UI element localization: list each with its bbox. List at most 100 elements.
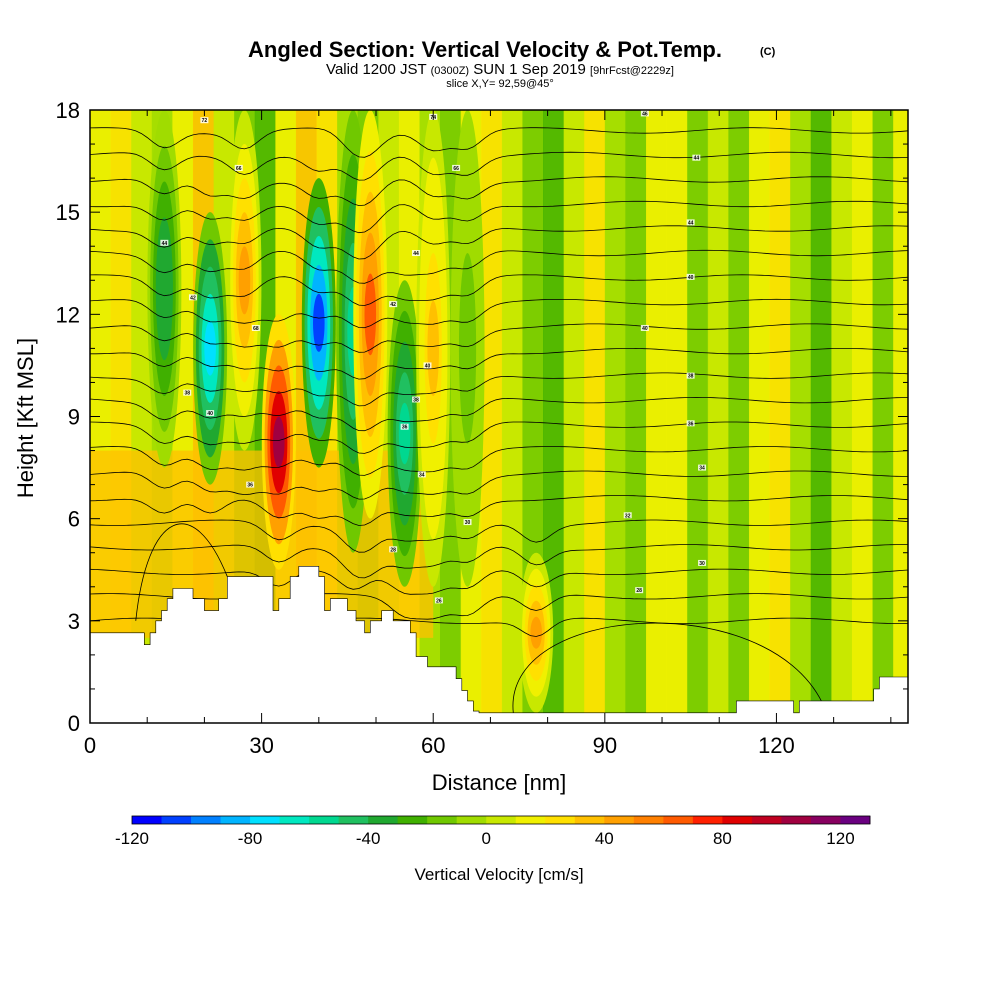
velocity-core	[398, 402, 411, 465]
isotherm-label: 38	[184, 391, 190, 397]
velocity-core	[530, 616, 542, 649]
velocity-core	[461, 300, 474, 397]
isotherm	[90, 568, 908, 595]
isotherm	[90, 200, 908, 234]
background-band	[646, 110, 668, 723]
background-band	[872, 110, 894, 723]
colorbar-tick-label: 40	[595, 829, 614, 848]
isotherm-label-bg	[412, 250, 421, 257]
background-band	[563, 110, 585, 723]
isotherm-label: 42	[390, 302, 396, 308]
colorbar-tick-label: -80	[238, 829, 263, 848]
colorbar-swatch	[545, 816, 576, 824]
isotherm	[90, 372, 908, 407]
colorbar-swatch	[279, 816, 310, 824]
isotherm-label: 28	[636, 588, 642, 594]
x-tick-label: 120	[758, 733, 795, 758]
x-tick-label: 0	[84, 733, 96, 758]
isotherm-label: 34	[699, 466, 705, 472]
isotherm-label-bg	[698, 559, 707, 566]
background-band	[707, 110, 729, 723]
isotherm-label: 66	[453, 166, 459, 172]
isotherm-label-bg	[698, 464, 707, 471]
isotherm-label-bg	[183, 389, 192, 396]
isotherm-label-bg	[463, 519, 472, 526]
y-tick-label: 6	[68, 507, 80, 532]
x-axis: 0 30 60 90 120	[84, 110, 892, 758]
isotherm-label-bg	[452, 164, 461, 171]
isotherm-label-bg	[423, 362, 432, 369]
isotherm-label: 36	[247, 483, 253, 489]
background-band	[687, 110, 709, 723]
colorbar-tick-label: 80	[713, 829, 732, 848]
isotherm-label: 38	[688, 374, 694, 380]
colorbar-swatch	[515, 816, 546, 824]
x-tick-label: 30	[249, 733, 273, 758]
colorbar-swatch	[397, 816, 428, 824]
colorbar-swatch	[427, 816, 458, 824]
isotherm-labels: 7266444268384036746644424038363430282646…	[160, 110, 707, 604]
colorbar-swatch	[810, 816, 841, 824]
isotherm	[90, 396, 908, 432]
background-band	[604, 110, 626, 723]
isotherm-label: 44	[688, 220, 694, 226]
background-band	[543, 110, 565, 723]
colorbar-swatch	[663, 816, 694, 824]
velocity-core	[272, 416, 285, 468]
velocity-core	[158, 253, 171, 325]
isotherm-label: 30	[465, 520, 471, 526]
y-axis-title: Height [Kft MSL]	[13, 338, 38, 498]
isotherm	[90, 225, 908, 260]
isotherm-label-bg	[206, 410, 215, 417]
isotherm-label: 30	[699, 561, 705, 567]
isotherm-label: 46	[642, 111, 648, 117]
chart-title-unit: (C)	[760, 46, 776, 58]
isotherm	[90, 470, 908, 500]
isotherm-label-bg	[389, 546, 398, 553]
colorbar-swatch	[309, 816, 340, 824]
colorbar-swatch	[633, 816, 664, 824]
isotherm-label: 28	[390, 547, 396, 553]
colorbar-swatch	[692, 816, 723, 824]
colorbar-swatch	[161, 816, 192, 824]
isotherm-label: 44	[413, 251, 419, 257]
y-tick-label: 3	[68, 609, 80, 634]
isotherm-label: 26	[436, 598, 442, 604]
colorbar-tick-label: -40	[356, 829, 381, 848]
isotherm-label-bg	[686, 219, 695, 226]
colorbar-swatch	[220, 816, 251, 824]
velocity-features	[147, 110, 554, 713]
isotherm-label: 44	[694, 156, 700, 162]
isotherm	[90, 323, 908, 353]
x-tick-label: 90	[593, 733, 617, 758]
velocity-core	[364, 273, 377, 356]
isotherm-label: 36	[688, 421, 694, 427]
isotherm	[90, 274, 908, 306]
background-band	[769, 110, 791, 723]
background-band	[584, 110, 606, 723]
colorbar	[131, 815, 871, 825]
x-tick-label: 60	[421, 733, 445, 758]
isotherm-label-bg	[686, 372, 695, 379]
colorbar-swatch	[751, 816, 782, 824]
isotherm	[135, 523, 228, 621]
isotherm-label: 42	[190, 295, 196, 301]
colorbar-swatch	[191, 816, 221, 824]
y-tick-label: 0	[68, 711, 80, 736]
valid-time-line: Valid 1200 JST (0300Z) SUN 1 Sep 2019 [9…	[326, 61, 674, 78]
isotherm	[90, 127, 908, 158]
isotherm-label-bg	[160, 239, 169, 246]
isotherm-label-bg	[200, 117, 209, 124]
isotherm	[90, 249, 908, 284]
colorbar-tick-label: 0	[482, 829, 491, 848]
colorbar-swatch	[574, 816, 605, 824]
isotherm-label-bg	[234, 164, 243, 171]
background-band	[481, 110, 503, 723]
isotherm-label-bg	[251, 324, 260, 331]
colorbar-title: Vertical Velocity [cm/s]	[414, 865, 583, 884]
isotherm-label-bg	[188, 294, 197, 301]
background-band	[851, 110, 874, 723]
colorbar-tick-label: -120	[115, 829, 149, 848]
colorbar-tick-label: 120	[826, 829, 854, 848]
